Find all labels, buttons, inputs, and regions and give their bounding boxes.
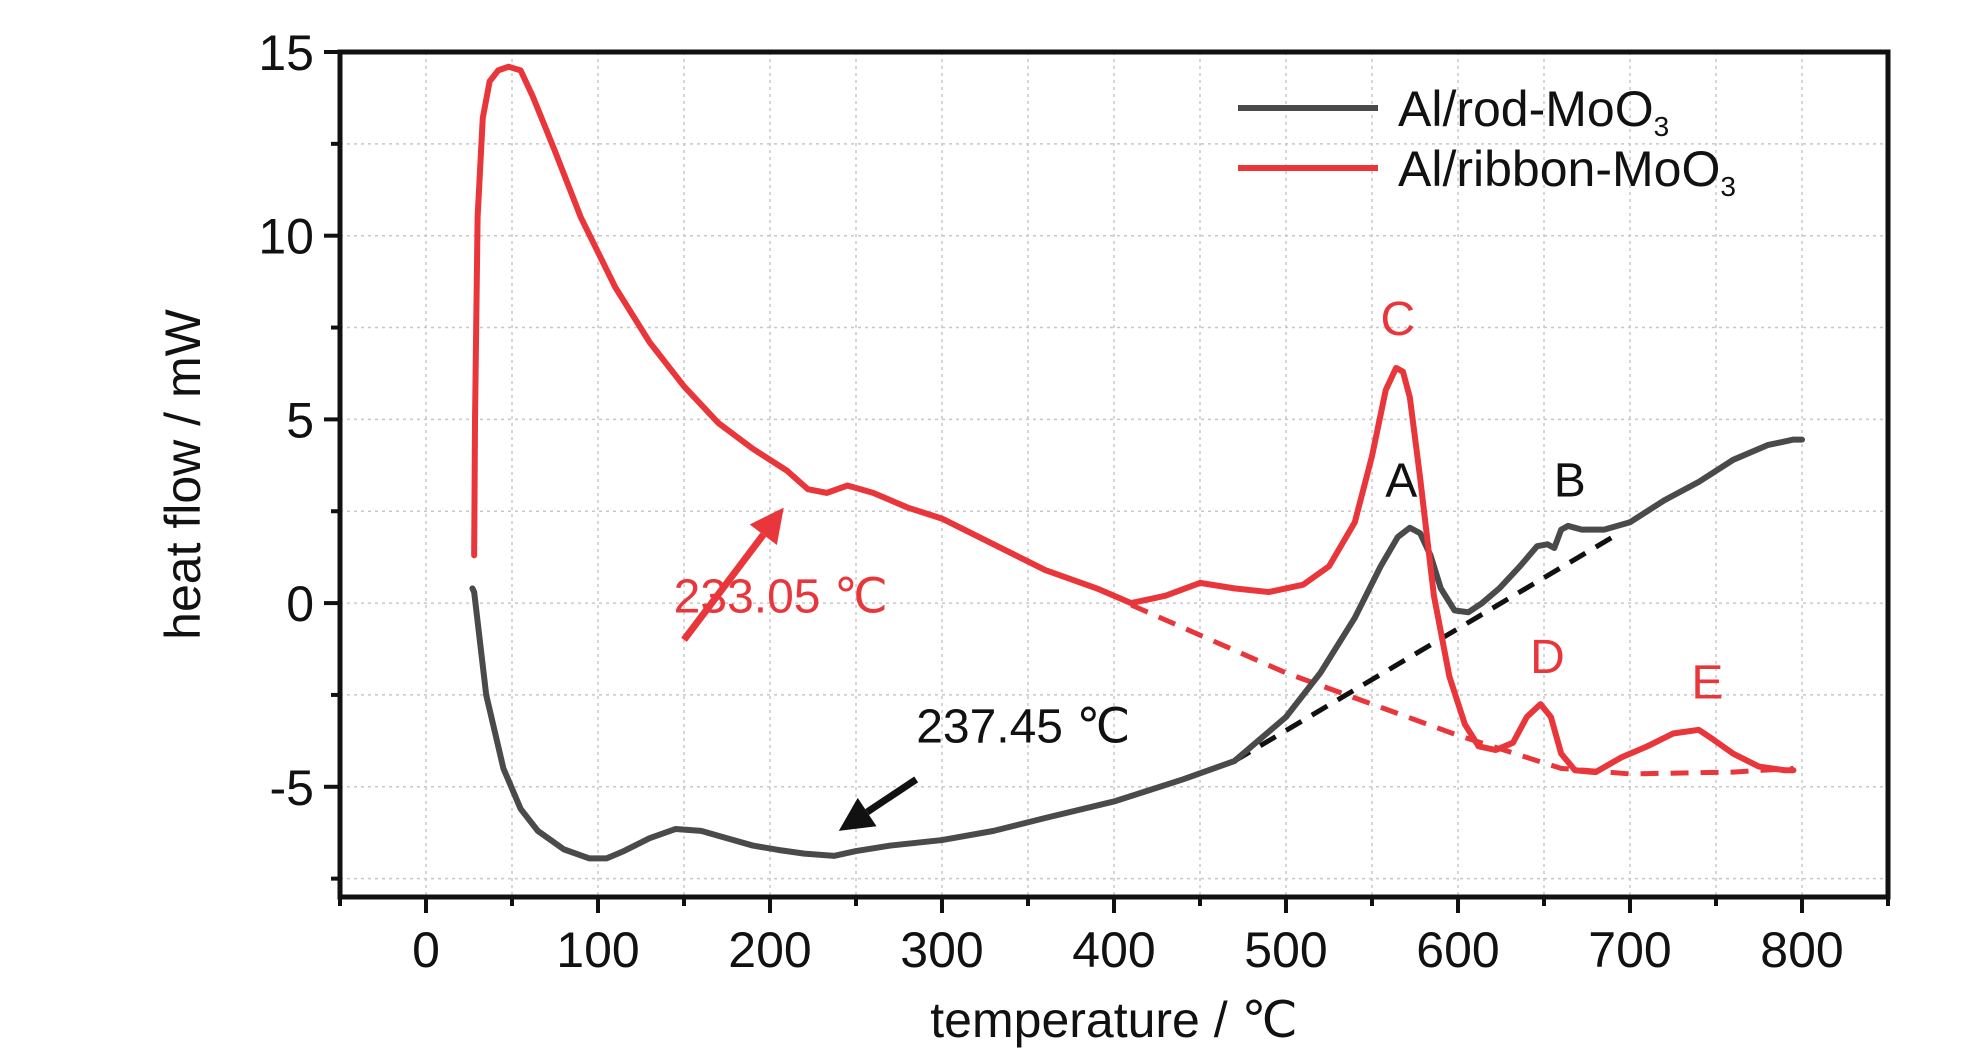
x-tick-label: 500	[1244, 922, 1327, 978]
x-tick-label: 800	[1760, 922, 1843, 978]
annotation-arrow-shaft	[865, 776, 919, 815]
annotation-label: 237.45 ℃	[916, 701, 1130, 754]
y-tick-label: 0	[286, 576, 314, 632]
x-tick-label: 600	[1416, 922, 1499, 978]
annotation-label: D	[1530, 631, 1565, 684]
y-tick-label: 10	[258, 209, 314, 265]
series-layer	[469, 63, 1805, 862]
annotation-arrow-head	[749, 507, 784, 545]
annotation-label: E	[1691, 657, 1723, 710]
x-tick-label: 100	[556, 922, 639, 978]
annotation-label: A	[1385, 455, 1417, 508]
y-axis-ticks: -5 0 5 10 15	[258, 25, 340, 881]
annotation-label: 233.05 ℃	[674, 570, 888, 623]
x-tick-label: 400	[1072, 922, 1155, 978]
x-axis-ticks: 0 100 200 300 400 500 600 700 800	[338, 897, 1890, 978]
baseline-dashed-line	[1233, 534, 1615, 764]
x-tick-label: 0	[412, 922, 440, 978]
y-tick-label: 15	[258, 25, 314, 81]
baseline-dashed-line	[1130, 602, 1794, 777]
annotation-arrow-head	[838, 797, 877, 831]
annotation-layer: A B C D E 233.05 ℃ 237.45 ℃	[674, 293, 1724, 754]
series-line	[471, 63, 1797, 776]
y-axis-title: heat flow / mW	[155, 308, 211, 639]
y-tick-label: -5	[270, 760, 314, 816]
y-tick-label: 5	[286, 392, 314, 448]
x-tick-label: 700	[1588, 922, 1671, 978]
series-line	[469, 436, 1805, 862]
arrow-layer	[681, 507, 919, 831]
legend-label: Al/rod-MoO3	[1398, 81, 1669, 142]
x-tick-label: 200	[728, 922, 811, 978]
annotation-label: B	[1554, 455, 1586, 508]
annotation-arrow-shaft	[681, 532, 767, 642]
x-axis-title: temperature / ℃	[930, 992, 1297, 1048]
annotation-label: C	[1380, 293, 1415, 346]
grid-lines	[340, 52, 1888, 897]
legend-label: Al/ribbon-MoO3	[1398, 141, 1736, 202]
baseline-layer	[1130, 534, 1794, 777]
x-tick-label: 300	[900, 922, 983, 978]
